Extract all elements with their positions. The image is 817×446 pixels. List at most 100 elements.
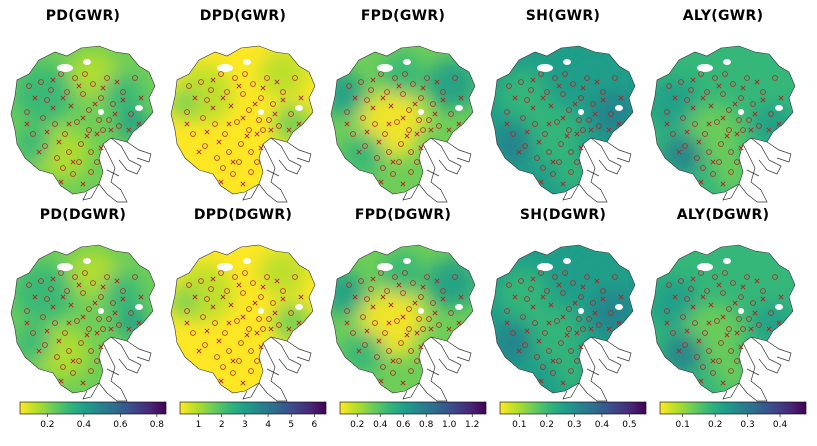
station-cross — [210, 276, 216, 282]
station-circle — [756, 123, 762, 129]
land-fill — [11, 245, 155, 393]
station-circle — [726, 107, 732, 113]
station-circle — [242, 71, 248, 77]
station-circle — [600, 89, 606, 95]
station-cross — [356, 348, 362, 354]
station-circle — [276, 123, 282, 129]
station-circle — [424, 274, 430, 280]
station-cross — [258, 145, 264, 151]
station-circle — [396, 358, 402, 364]
station-cross — [236, 282, 242, 288]
station-circle — [596, 322, 602, 328]
station-cross — [210, 77, 216, 83]
station-cross — [370, 276, 376, 282]
station-cross — [760, 296, 766, 302]
station-cross — [272, 310, 278, 316]
station-cross — [80, 380, 86, 386]
station-cross — [138, 294, 144, 300]
station-cross — [456, 320, 462, 326]
station-circle — [692, 121, 698, 127]
station-circle — [410, 81, 416, 87]
station-circle — [398, 141, 404, 147]
void-area — [98, 109, 104, 115]
station-circle — [532, 320, 538, 326]
station-circle — [704, 89, 710, 95]
station-circle — [426, 316, 432, 322]
station-cross — [698, 378, 704, 384]
map — [330, 45, 476, 203]
void-area — [537, 263, 553, 271]
colorbar-tick-label: 0.4 — [595, 420, 610, 430]
station-circle — [510, 330, 516, 336]
station-cross — [298, 294, 304, 300]
station-cross — [676, 348, 682, 354]
station-circle — [186, 282, 192, 288]
colorbar-svg: 1 2 3 4 5 6 — [179, 401, 327, 430]
station-circle — [234, 318, 240, 324]
colorbar-tick-label: 0.1 — [676, 420, 690, 430]
station-circle — [542, 330, 548, 336]
colorbar-tick-label: 0.3 — [740, 420, 754, 430]
station-circle — [128, 111, 134, 117]
station-circle — [596, 123, 602, 129]
station-circle — [440, 89, 446, 95]
station-circle — [552, 75, 558, 81]
station-circle — [562, 270, 568, 276]
station-cross — [778, 95, 784, 101]
station-cross — [400, 181, 406, 187]
station-circle — [534, 354, 540, 360]
station-cross — [120, 296, 126, 302]
station-cross — [236, 83, 242, 89]
station-cross — [396, 83, 402, 89]
station-cross — [60, 95, 66, 101]
station-circle — [558, 340, 564, 346]
void-area — [83, 59, 91, 65]
station-cross — [84, 133, 90, 139]
map-panel-pd-gwr: PD(GWR) — [3, 8, 163, 203]
station-circle — [116, 123, 122, 129]
station-cross — [548, 302, 554, 308]
station-circle — [608, 111, 614, 117]
station-circle — [26, 282, 32, 288]
station-cross — [600, 296, 606, 302]
station-circle — [378, 270, 384, 276]
station-circle — [106, 316, 112, 322]
station-cross — [252, 101, 258, 107]
void-area — [258, 308, 264, 314]
station-cross — [226, 121, 232, 127]
station-circle — [226, 149, 232, 155]
colorbar-aly: 0.1 0.2 0.3 0.4 — [658, 401, 808, 435]
station-circle — [682, 342, 688, 348]
station-cross — [778, 294, 784, 300]
void-area — [563, 258, 571, 264]
panel-title: FPD(GWR) — [360, 8, 446, 24]
land-fill — [651, 245, 795, 393]
land-outline — [10, 244, 156, 394]
station-circle — [706, 348, 712, 354]
panel-title: DPD(GWR) — [199, 8, 287, 24]
station-circle — [720, 290, 726, 296]
void-area — [217, 263, 233, 271]
station-cross — [512, 294, 518, 300]
void-area — [295, 304, 303, 310]
station-cross — [24, 320, 30, 326]
station-circle — [280, 89, 286, 95]
station-circle — [506, 83, 512, 89]
station-cross — [574, 131, 580, 137]
station-circle — [712, 274, 718, 280]
station-circle — [414, 159, 420, 165]
station-cross — [690, 77, 696, 83]
station-circle — [734, 159, 740, 165]
panel-title: PD(DGWR) — [39, 207, 127, 223]
station-cross — [184, 320, 190, 326]
map — [330, 244, 476, 402]
station-circle — [48, 87, 54, 93]
station-cross — [592, 310, 598, 316]
station-circle — [744, 274, 750, 280]
station-circle — [38, 79, 44, 85]
station-circle — [400, 290, 406, 296]
station-cross — [56, 338, 62, 344]
station-circle — [728, 368, 734, 374]
station-cross — [92, 300, 98, 306]
station-circle — [566, 306, 572, 312]
